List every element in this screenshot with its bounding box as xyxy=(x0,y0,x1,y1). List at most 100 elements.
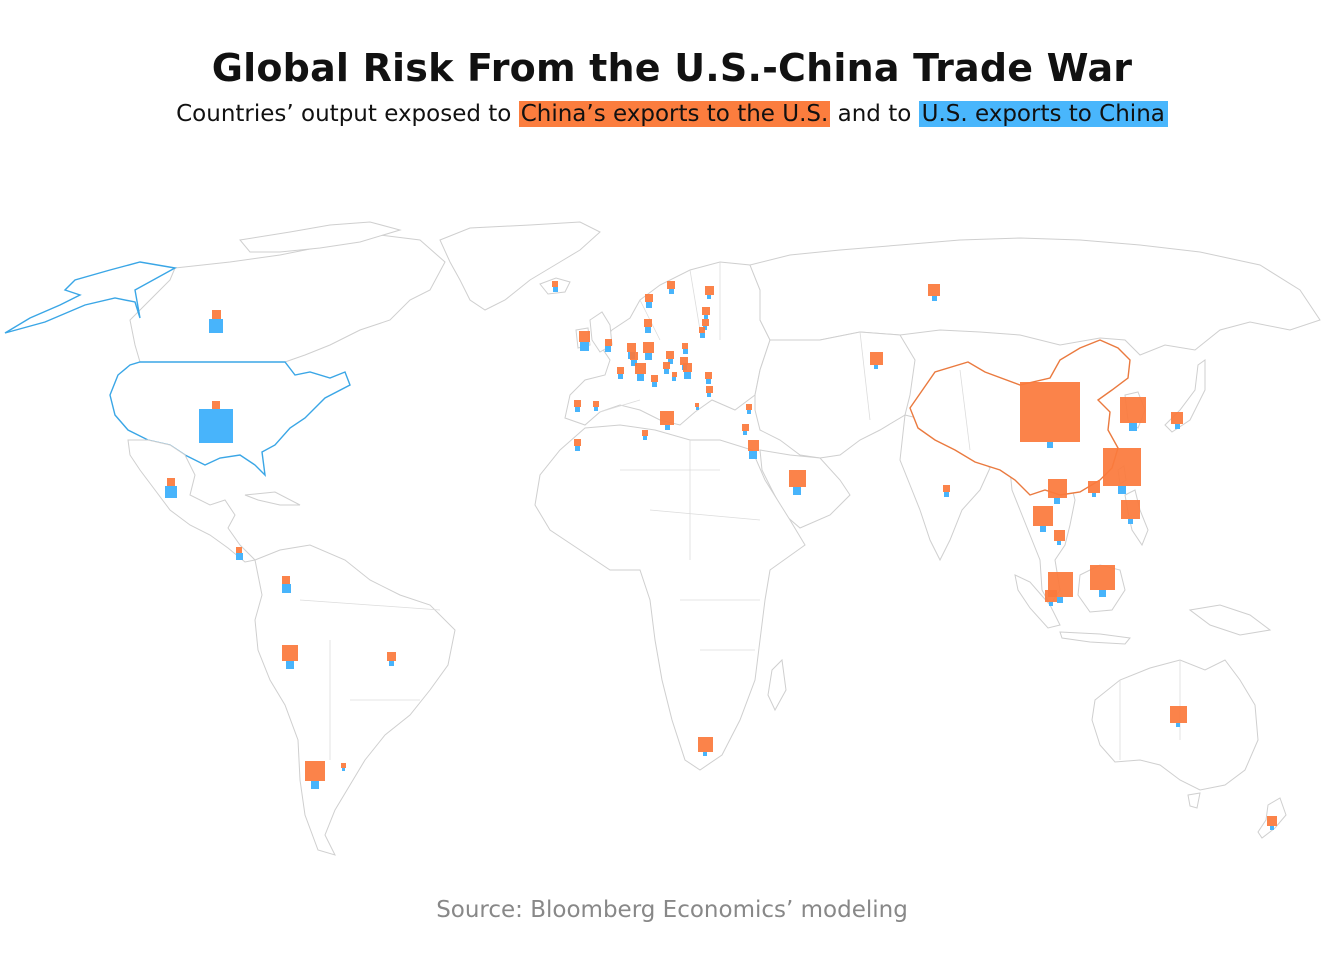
us-exports-square xyxy=(664,425,670,430)
us-exports-square xyxy=(209,318,223,333)
legend-china-exports: China’s exports to the U.S. xyxy=(518,101,831,127)
land-central-asia xyxy=(754,331,916,459)
us-exports-square xyxy=(645,327,651,333)
us-exports-square xyxy=(286,661,294,669)
us-exports-square xyxy=(235,553,243,560)
china-exports-square xyxy=(642,341,654,353)
us-exports-square xyxy=(667,359,673,364)
china-exports-square xyxy=(695,403,699,407)
china-exports-square xyxy=(680,357,688,365)
china-exports-square xyxy=(626,342,636,352)
land-new-guinea xyxy=(1188,604,1272,636)
china-exports-square xyxy=(630,352,638,360)
us-exports-square xyxy=(747,410,751,414)
land-arctic-islands xyxy=(239,221,402,253)
us-exports-square xyxy=(874,364,878,369)
china-exports-square xyxy=(573,438,581,446)
us-exports-square xyxy=(703,325,707,330)
us-exports-square xyxy=(1092,493,1096,497)
legend-us-exports: U.S. exports to China xyxy=(918,101,1168,127)
us-exports-square xyxy=(749,450,757,459)
china-exports-square xyxy=(704,371,712,379)
subtitle-middle: and to xyxy=(837,101,912,127)
land-canada xyxy=(129,234,446,363)
china-exports-square xyxy=(578,330,590,342)
china-exports-square xyxy=(167,478,175,486)
china-exports-square xyxy=(1089,564,1115,590)
us-exports-square xyxy=(1057,540,1061,545)
china-exports-square xyxy=(305,761,325,781)
china-exports-square xyxy=(1169,705,1187,723)
china-exports-square xyxy=(1047,478,1067,498)
china-exports-square xyxy=(660,411,674,425)
china-exports-square xyxy=(211,309,221,319)
china-exports-square xyxy=(682,343,688,349)
china-exports-square xyxy=(552,281,558,287)
china-exports-square xyxy=(699,327,705,333)
land-caribbean xyxy=(244,491,301,506)
china-exports-square xyxy=(1267,816,1277,826)
china-exports-square xyxy=(942,484,950,492)
china-exports-square xyxy=(788,469,806,487)
us-exports-square xyxy=(594,407,598,411)
land-java xyxy=(1059,631,1131,645)
us-exports-square xyxy=(663,368,669,374)
china-exports-square xyxy=(1088,481,1100,493)
china-exports-square xyxy=(697,736,713,752)
us-exports-square xyxy=(643,436,647,440)
us-exports-square xyxy=(682,349,688,354)
subtitle-prefix: Countries’ output exposed to xyxy=(176,101,512,127)
us-exports-square xyxy=(165,486,177,498)
china-exports-square xyxy=(701,318,709,326)
world-map xyxy=(4,221,1321,856)
china-exports-square xyxy=(1171,412,1183,424)
china-exports-square xyxy=(869,351,883,365)
china-exports-square xyxy=(573,399,581,407)
china-exports-square xyxy=(593,401,599,407)
china-exports-square xyxy=(667,281,675,289)
china-exports-square xyxy=(741,423,749,431)
us-exports-square xyxy=(341,767,345,771)
us-exports-square xyxy=(704,315,708,319)
us-exports-square xyxy=(1127,518,1133,524)
china-exports-square xyxy=(340,762,346,768)
china-exports-square xyxy=(702,307,710,315)
china-exports-square xyxy=(662,361,670,369)
chart-subtitle: Countries’ output exposed to China’s exp… xyxy=(0,101,1344,127)
china-exports-square xyxy=(671,371,677,377)
chart-title: Global Risk From the U.S.-China Trade Wa… xyxy=(211,46,1133,90)
us-exports-square xyxy=(579,341,589,351)
china-exports-square xyxy=(666,351,674,359)
china-exports-square xyxy=(1053,529,1065,541)
china-exports-square xyxy=(616,366,624,374)
china-exports-square xyxy=(705,385,713,393)
china-exports-square xyxy=(1120,397,1146,423)
us-exports-square xyxy=(743,430,747,435)
us-exports-square xyxy=(644,352,652,360)
us-exports-square xyxy=(1270,826,1274,830)
us-exports-square xyxy=(388,660,394,666)
china-exports-square xyxy=(282,576,290,584)
us-exports-square xyxy=(1174,424,1180,429)
china-exports-square xyxy=(1103,448,1141,486)
land-alaska xyxy=(4,261,178,334)
us-exports-square xyxy=(1118,486,1126,494)
us-exports-square xyxy=(311,781,319,789)
china-exports-square xyxy=(1120,499,1140,519)
us-exports-square xyxy=(199,409,233,443)
china-exports-square xyxy=(1033,506,1053,526)
china-exports-square xyxy=(1045,590,1057,602)
us-exports-square xyxy=(668,289,674,294)
china-exports-square xyxy=(645,294,653,302)
us-exports-square xyxy=(672,376,676,381)
us-exports-square xyxy=(1129,423,1137,431)
us-exports-square xyxy=(931,296,937,301)
land-australia xyxy=(1091,659,1259,791)
us-exports-square xyxy=(646,302,652,308)
china-exports-square xyxy=(746,404,752,410)
us-exports-square xyxy=(617,373,623,379)
us-exports-square xyxy=(605,345,611,352)
china-exports-square xyxy=(644,319,652,327)
china-exports-square xyxy=(650,374,658,382)
us-exports-square xyxy=(1047,442,1053,448)
